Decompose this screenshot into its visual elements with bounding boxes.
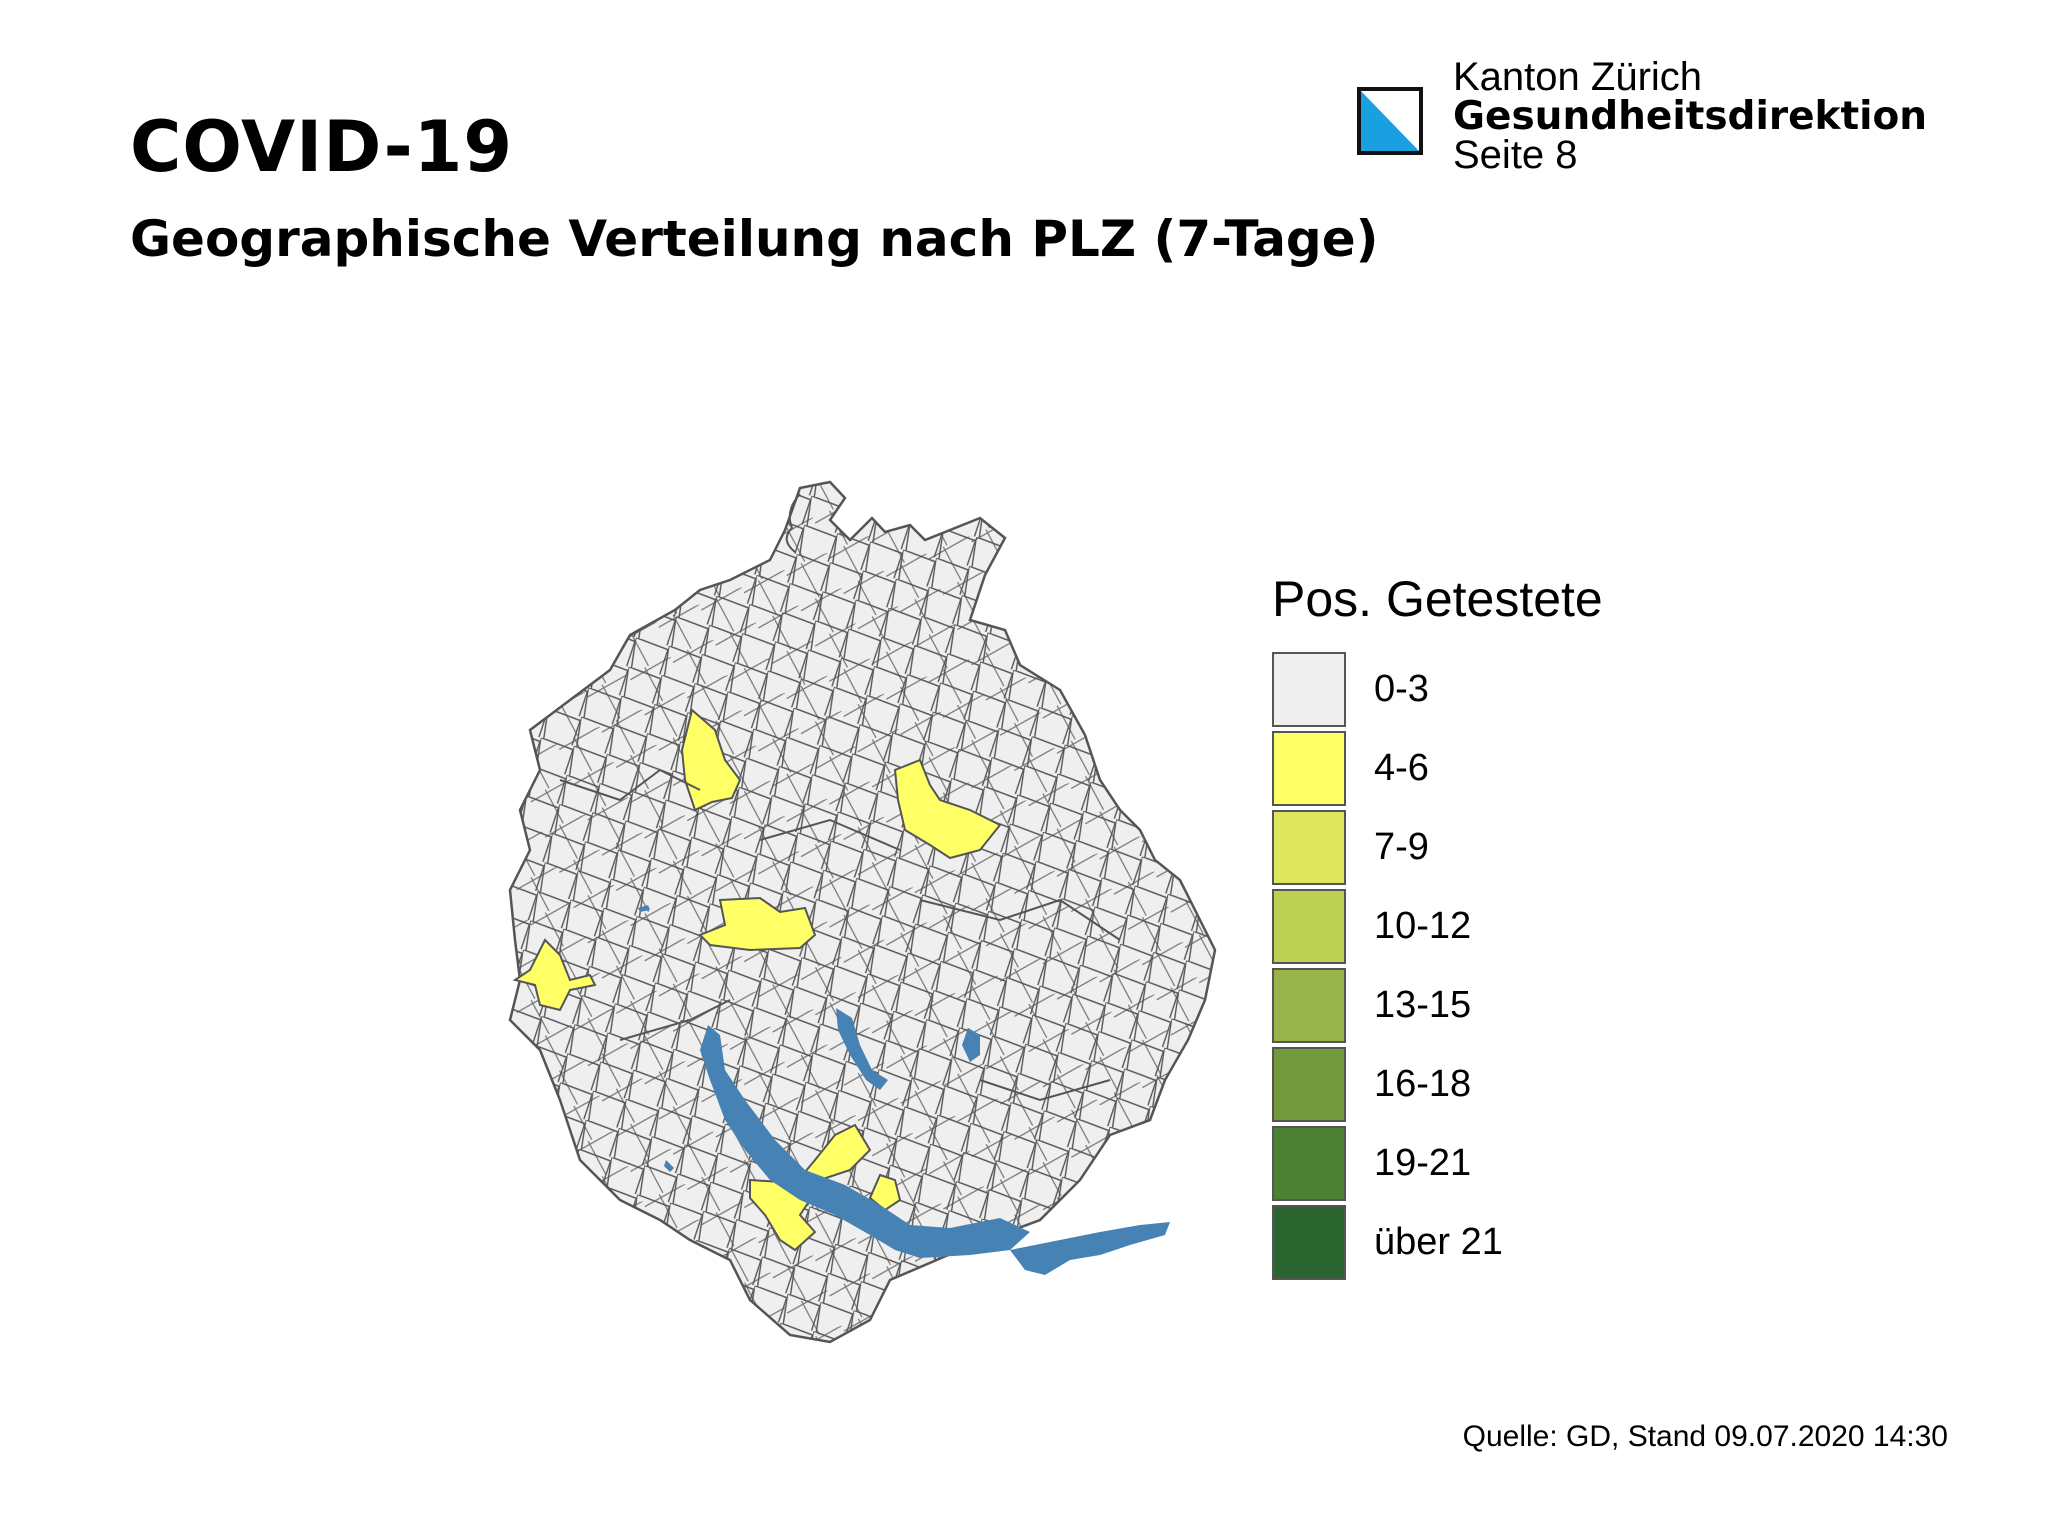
- legend-label: 7-9: [1374, 826, 1429, 868]
- legend-swatch: [1272, 731, 1346, 806]
- org-canton: Kanton Zürich: [1453, 55, 1703, 99]
- highlight-region: [680, 708, 742, 812]
- legend-swatch: [1272, 968, 1346, 1043]
- legend-label: 13-15: [1374, 984, 1472, 1026]
- highlight-region: [798, 1123, 872, 1182]
- small-lake: [664, 1160, 674, 1172]
- legend-item: 7-9: [1272, 808, 1603, 887]
- lake-zurich: [700, 1025, 1030, 1258]
- source-note: Quelle: GD, Stand 09.07.2020 14:30: [1462, 1420, 1948, 1453]
- legend-item: 10-12: [1272, 887, 1603, 966]
- highlight-region: [893, 758, 1002, 860]
- small-lake: [638, 905, 650, 912]
- legend-item: 19-21: [1272, 1124, 1603, 1203]
- highlight-region: [698, 896, 817, 952]
- lake-greifensee: [836, 1008, 888, 1090]
- legend-item: 16-18: [1272, 1045, 1603, 1124]
- legend-swatch: [1272, 889, 1346, 964]
- legend-label: 16-18: [1374, 1063, 1472, 1105]
- legend-item: 4-6: [1272, 729, 1603, 808]
- legend-label: 19-21: [1374, 1142, 1472, 1184]
- highlight-region: [512, 938, 597, 1012]
- legend-swatch: [1272, 1126, 1346, 1201]
- page-subtitle: Geographische Verteilung nach PLZ (7-Tag…: [130, 210, 1379, 268]
- lake-pfaeffikersee: [962, 1028, 980, 1062]
- legend-item: 13-15: [1272, 966, 1603, 1045]
- org-department: Gesundheitsdirektion: [1453, 94, 1928, 139]
- legend-title: Pos. Getestete: [1272, 571, 1603, 627]
- map-legend: Pos. Getestete 0-3 4-6 7-9 10-12 13-15 16-18 1…: [1272, 570, 1603, 1282]
- legend-swatch: [1272, 1047, 1346, 1122]
- legend-label: 4-6: [1374, 747, 1429, 789]
- legend-item: 0-3: [1272, 650, 1603, 729]
- legend-items: 0-3 4-6 7-9 10-12 13-15 16-18 19-21 über 21: [1272, 650, 1603, 1282]
- legend-label: 0-3: [1374, 668, 1429, 710]
- legend-swatch: [1272, 652, 1346, 727]
- organization-block: Kanton Zürich Gesundheitsdirektion Seite…: [1453, 55, 1928, 177]
- legend-swatch: [1272, 1205, 1346, 1280]
- canton-zurich-logo-icon: [1357, 87, 1423, 155]
- org-page-number: Seite 8: [1453, 133, 1578, 177]
- lake-obersee: [1010, 1222, 1170, 1275]
- highlight-region: [868, 1173, 902, 1212]
- legend-item: über 21: [1272, 1203, 1603, 1282]
- legend-swatch: [1272, 810, 1346, 885]
- legend-label: über 21: [1374, 1221, 1503, 1263]
- page-title: COVID-19: [130, 106, 514, 188]
- legend-label: 10-12: [1374, 905, 1472, 947]
- canton-map: [508, 480, 1217, 1344]
